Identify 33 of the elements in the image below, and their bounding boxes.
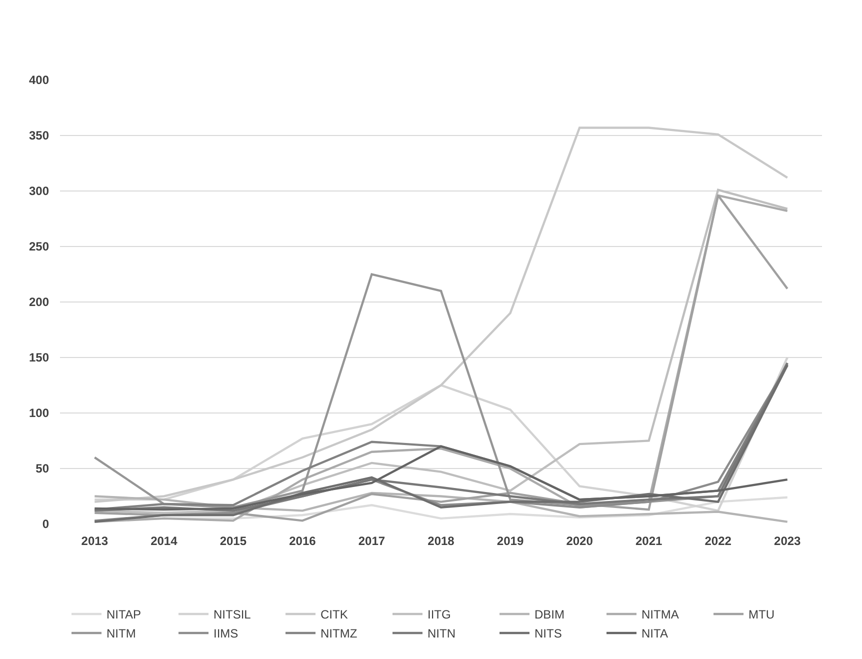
legend-label: NITA bbox=[642, 626, 668, 641]
x-tick-label: 2023 bbox=[774, 534, 802, 548]
x-tick-label: 2015 bbox=[220, 534, 247, 548]
y-tick-label: 100 bbox=[28, 406, 50, 420]
x-tick-label: 2016 bbox=[289, 534, 316, 548]
y-tick-label: 300 bbox=[28, 184, 50, 198]
legend-label: IITG bbox=[428, 608, 451, 622]
x-tick-label: 2019 bbox=[496, 534, 524, 548]
y-tick-label: 350 bbox=[28, 128, 50, 143]
y-tick-label: 400 bbox=[28, 73, 50, 88]
x-tick-label: 2020 bbox=[566, 534, 594, 548]
legend-label: NITS bbox=[534, 626, 562, 641]
legend-label: NITSIL bbox=[214, 608, 252, 622]
legend-label: IIMS bbox=[214, 626, 238, 641]
legend-label: CITK bbox=[320, 608, 348, 622]
y-tick-label: 50 bbox=[36, 462, 50, 476]
x-tick-label: 2017 bbox=[358, 534, 386, 548]
y-tick-label: 250 bbox=[28, 240, 50, 254]
x-tick-label: 2021 bbox=[635, 534, 662, 548]
x-tick-label: 2022 bbox=[704, 534, 732, 548]
x-tick-label: 2014 bbox=[150, 534, 178, 548]
legend-label: NITMZ bbox=[320, 626, 358, 641]
legend-label: NITAP bbox=[106, 608, 141, 622]
legend-label: MTU bbox=[748, 608, 774, 622]
x-tick-label: 2013 bbox=[81, 534, 108, 548]
x-tick-label: 2018 bbox=[428, 534, 455, 548]
y-tick-label: 150 bbox=[28, 350, 50, 365]
legend-label: NITMA bbox=[642, 608, 679, 622]
y-tick-label: 0 bbox=[42, 517, 50, 532]
legend-label: NITN bbox=[428, 626, 456, 641]
legend-label: DBIM bbox=[534, 608, 565, 622]
y-tick-label: 200 bbox=[28, 295, 50, 310]
legend-label: NITM bbox=[106, 626, 136, 641]
